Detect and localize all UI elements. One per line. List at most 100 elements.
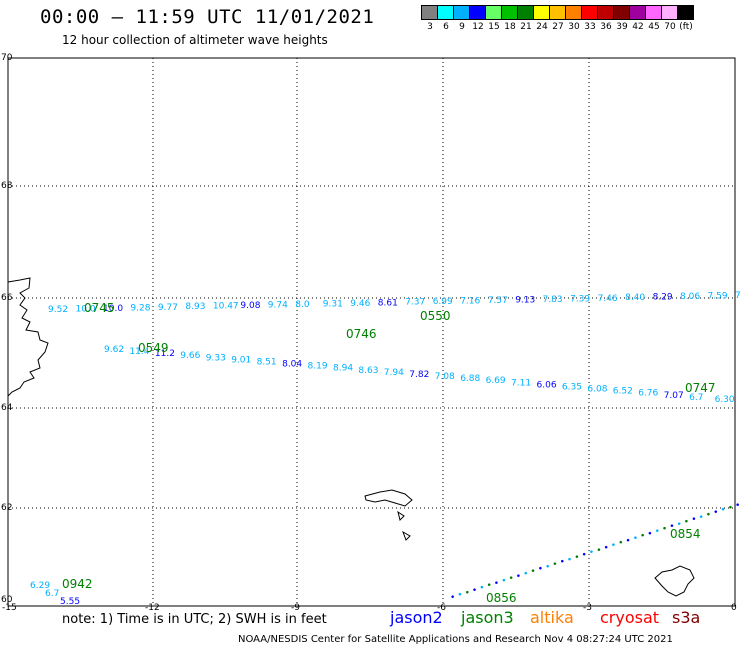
wave-height-value: 9.74 [268, 301, 288, 311]
legend-cryosat: cryosat [600, 608, 660, 627]
wave-height-value: 6.99 [433, 297, 453, 307]
wave-height-value: 7.94 [384, 368, 404, 378]
colorbar-swatch [437, 5, 454, 20]
time-label: 0550 [420, 309, 451, 323]
wave-height-value: 6.30 [715, 395, 735, 405]
colorbar-label: 18 [504, 22, 516, 32]
wave-height-value: 7.46 [598, 294, 618, 304]
dense-track-mark: • [647, 529, 652, 539]
colorbar-label: 30 [568, 22, 580, 32]
wave-height-value: 9.08 [240, 301, 260, 311]
dense-track-mark: • [530, 567, 535, 577]
wave-height-value: 9.28 [130, 303, 150, 313]
wave-height-value: 7.83 [543, 295, 563, 305]
dense-track-mark: • [677, 520, 682, 530]
wave-height-value: 6.52 [613, 387, 633, 397]
colorbar-swatch [597, 5, 614, 20]
wave-height-value: 8.94 [333, 364, 353, 374]
dense-track-mark: • [655, 527, 660, 537]
dense-track-mark: • [479, 584, 484, 594]
shetland-islands [654, 565, 695, 597]
lat-label-70: 70 [1, 53, 13, 63]
wave-height-value: 7.39 [570, 294, 590, 304]
dense-track-mark: • [669, 522, 674, 532]
wave-height-value: 9.66 [180, 351, 200, 361]
wave-height-value: 11.4 [129, 347, 149, 357]
colorbar-label: (ft) [679, 22, 693, 32]
lat-label-62: 62 [1, 503, 12, 513]
lon-label-m12: -12 [145, 603, 160, 613]
wave-height-value: 9.62 [104, 345, 124, 355]
wave-height-value: 7.57 [488, 296, 508, 306]
colorbar-swatch [453, 5, 470, 20]
lat-label-66: 66 [1, 293, 13, 303]
wave-height-value: 7.16 [460, 297, 480, 307]
lon-label-m15: -15 [2, 603, 17, 613]
dense-track-mark: • [735, 501, 740, 511]
wave-height-value: 9.13 [515, 296, 535, 306]
wave-height-value: 5.55 [60, 597, 80, 607]
colorbar-label: 9 [459, 22, 465, 32]
colorbar-label: 33 [584, 22, 596, 32]
dense-track-mark: • [501, 577, 506, 587]
dense-track-mark: • [728, 503, 733, 513]
wave-height-value: 8.0 [295, 300, 310, 310]
wave-height-value: 6.76 [638, 389, 658, 399]
wave-height-value: 9.77 [158, 303, 178, 313]
wave-height-value: 7.59 [708, 292, 728, 302]
dense-track-mark: • [706, 510, 711, 520]
wave-height-value: 8.06 [680, 292, 700, 302]
colorbar-labels: 3 6 9 12 15 18 21 24 27 30 33 36 39 42 45 70 (ft) [422, 22, 694, 32]
wave-height-value: 9.01 [231, 355, 251, 365]
wave-height-value: 9.46 [350, 299, 370, 309]
map-title: 00:00 — 11:59 UTC 11/01/2021 [40, 6, 375, 28]
dense-track-mark: • [523, 569, 528, 579]
time-label: 0856 [486, 591, 517, 605]
lon-label-m9: -9 [291, 603, 300, 613]
legend-altika: altika [530, 608, 574, 627]
time-label: 0745 [84, 301, 115, 315]
time-label: 0854 [670, 527, 701, 541]
colorbar-swatch [645, 5, 662, 20]
lat-label-68: 68 [1, 181, 13, 191]
colorbar-swatch [533, 5, 550, 20]
wave-height-value: 6.7 [689, 393, 703, 403]
wave-height-value: 8.29 [653, 293, 673, 303]
dense-track-mark: • [582, 551, 587, 561]
dense-track-mark: • [494, 579, 499, 589]
wave-height-value: 8.04 [282, 360, 302, 370]
lon-label-m3: -3 [583, 603, 592, 613]
colorbar-label: 15 [488, 22, 500, 32]
colorbar-label: 70 [664, 22, 676, 32]
lat-label-60: 60 [1, 595, 13, 605]
wave-height-value: 7.07 [664, 391, 684, 401]
wave-height-value: 7.37 [405, 298, 425, 308]
lat-label-64: 64 [1, 403, 13, 413]
credit-line: NOAA/NESDIS Center for Satellite Applica… [238, 634, 673, 645]
colorbar-label: 27 [552, 22, 564, 32]
colorbar-swatch [613, 5, 630, 20]
dense-track-mark: • [640, 532, 645, 542]
wave-height-value: 10.0 [103, 304, 123, 314]
colorbar-swatch [581, 5, 598, 20]
wave-height-value: 7.08 [435, 372, 455, 382]
dense-track-mark: • [589, 548, 594, 558]
wave-height-value: 6.35 [562, 382, 582, 392]
lon-label-0: 0 [731, 603, 737, 613]
map-subtitle: 12 hour collection of altimeter wave hei… [62, 33, 328, 47]
colorbar-swatch [421, 5, 438, 20]
colorbar [421, 5, 694, 20]
dense-track-mark: • [538, 565, 543, 575]
wave-height-value: 6.88 [460, 374, 480, 384]
colorbar-swatch [565, 5, 582, 20]
colorbar-label: 12 [472, 22, 484, 32]
colorbar-label: 6 [443, 22, 449, 32]
dense-track-mark: • [552, 560, 557, 570]
time-label: 0746 [346, 327, 377, 341]
dense-track-mark: • [625, 536, 630, 546]
colorbar-swatch [469, 5, 486, 20]
dense-track-mark: • [618, 539, 623, 549]
wave-height-value: 8.93 [185, 302, 205, 312]
dense-track-mark: • [516, 572, 521, 582]
